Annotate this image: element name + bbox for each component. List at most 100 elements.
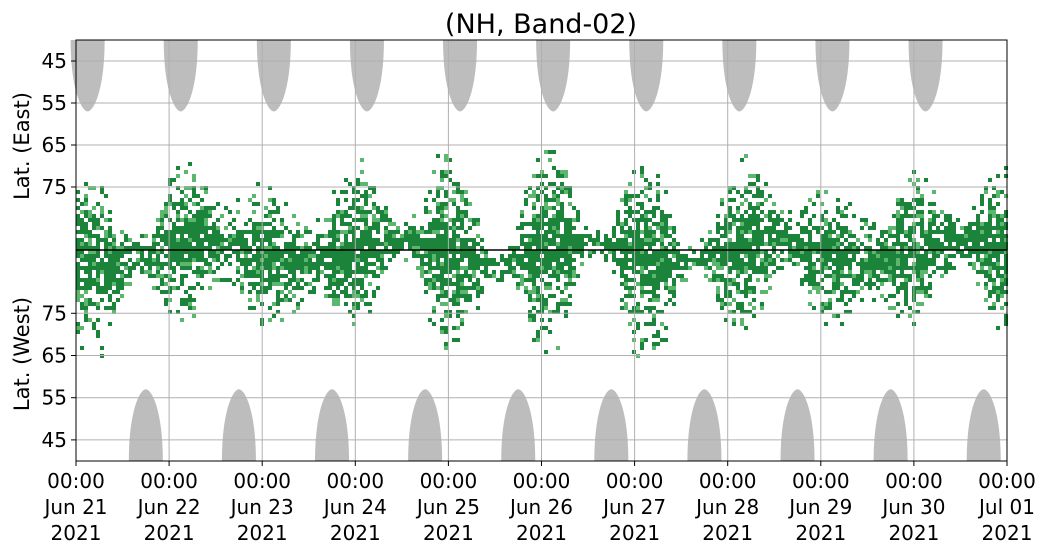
detection-cell [300,262,304,266]
detection-cell [428,278,432,282]
detection-cell [544,214,548,218]
detection-cell [756,230,760,234]
detection-cell [176,254,180,258]
detection-cell [452,250,456,254]
detection-cell [388,242,392,246]
detection-cell [676,250,680,254]
detection-cell [896,230,900,234]
detection-cell [320,250,324,254]
detection-cell [860,218,864,222]
detection-cell [172,270,176,274]
detection-cell [164,234,168,238]
detection-cell [552,254,556,258]
detection-cell [444,174,448,178]
detection-cell [108,306,112,310]
detection-cell [776,214,780,218]
detection-cell [904,214,908,218]
detection-cell [168,178,172,182]
detection-cell [756,202,760,206]
detection-cell [780,218,784,222]
detection-cell [148,258,152,262]
detection-cell [308,290,312,294]
detection-cell [116,262,120,266]
detection-cell [448,310,452,314]
detection-cell [356,190,360,194]
detection-cell [808,242,812,246]
detection-cell [120,254,124,258]
detection-cell [188,218,192,222]
detection-cell [544,326,548,330]
detection-cell [292,310,296,314]
detection-cell [716,266,720,270]
detection-cell [572,258,576,262]
detection-cell [976,282,980,286]
detection-cell [988,246,992,250]
detection-cell [416,250,420,254]
detection-cell [164,206,168,210]
detection-cell [300,254,304,258]
detection-cell [176,258,180,262]
detection-cell [292,242,296,246]
detection-cell [160,226,164,230]
detection-cell [188,246,192,250]
detection-cell [548,182,552,186]
detection-cell [128,246,132,250]
detection-cell [332,266,336,270]
detection-cell [620,266,624,270]
detection-cell [728,206,732,210]
detection-cell [236,278,240,282]
detection-cell [428,282,432,286]
detection-cell [172,266,176,270]
detection-cell [156,242,160,246]
detection-cell [712,274,716,278]
detection-cell [452,294,456,298]
detection-cell [828,266,832,270]
detection-cell [748,290,752,294]
detection-cell [340,222,344,226]
detection-cell [660,254,664,258]
detection-cell [972,246,976,250]
detection-cell [996,174,1000,178]
detection-cell [768,238,772,242]
detection-cell [676,262,680,266]
detection-cell [744,226,748,230]
detection-cell [176,186,180,190]
detection-cell [796,242,800,246]
detection-cell [844,230,848,234]
detection-cell [780,242,784,246]
detection-cell [124,274,128,278]
detection-cell [116,286,120,290]
detection-cell [432,238,436,242]
detection-cell [168,234,172,238]
detection-cell [504,262,508,266]
detection-cell [940,250,944,254]
detection-cell [324,254,328,258]
detection-cell [988,262,992,266]
detection-cell [672,246,676,250]
detection-cell [232,250,236,254]
detection-cell [204,270,208,274]
detection-cell [980,258,984,262]
x-tick-label: 2021 [702,521,753,545]
detection-cell [568,278,572,282]
detection-cell [228,210,232,214]
detection-cell [892,282,896,286]
detection-cell [708,238,712,242]
detection-cell [488,274,492,278]
detection-cell [728,230,732,234]
detection-cell [680,278,684,282]
detection-cell [364,266,368,270]
detection-cell [440,226,444,230]
detection-cell [512,246,516,250]
detection-cell [468,238,472,242]
detection-cell [564,314,568,318]
no-data-lobe-east [349,40,384,112]
detection-cell [440,170,444,174]
detection-cell [640,174,644,178]
detection-cell [868,250,872,254]
detection-cell [752,182,756,186]
detection-cell [776,218,780,222]
detection-cell [932,210,936,214]
detection-cell [824,322,828,326]
detection-cell [336,254,340,258]
